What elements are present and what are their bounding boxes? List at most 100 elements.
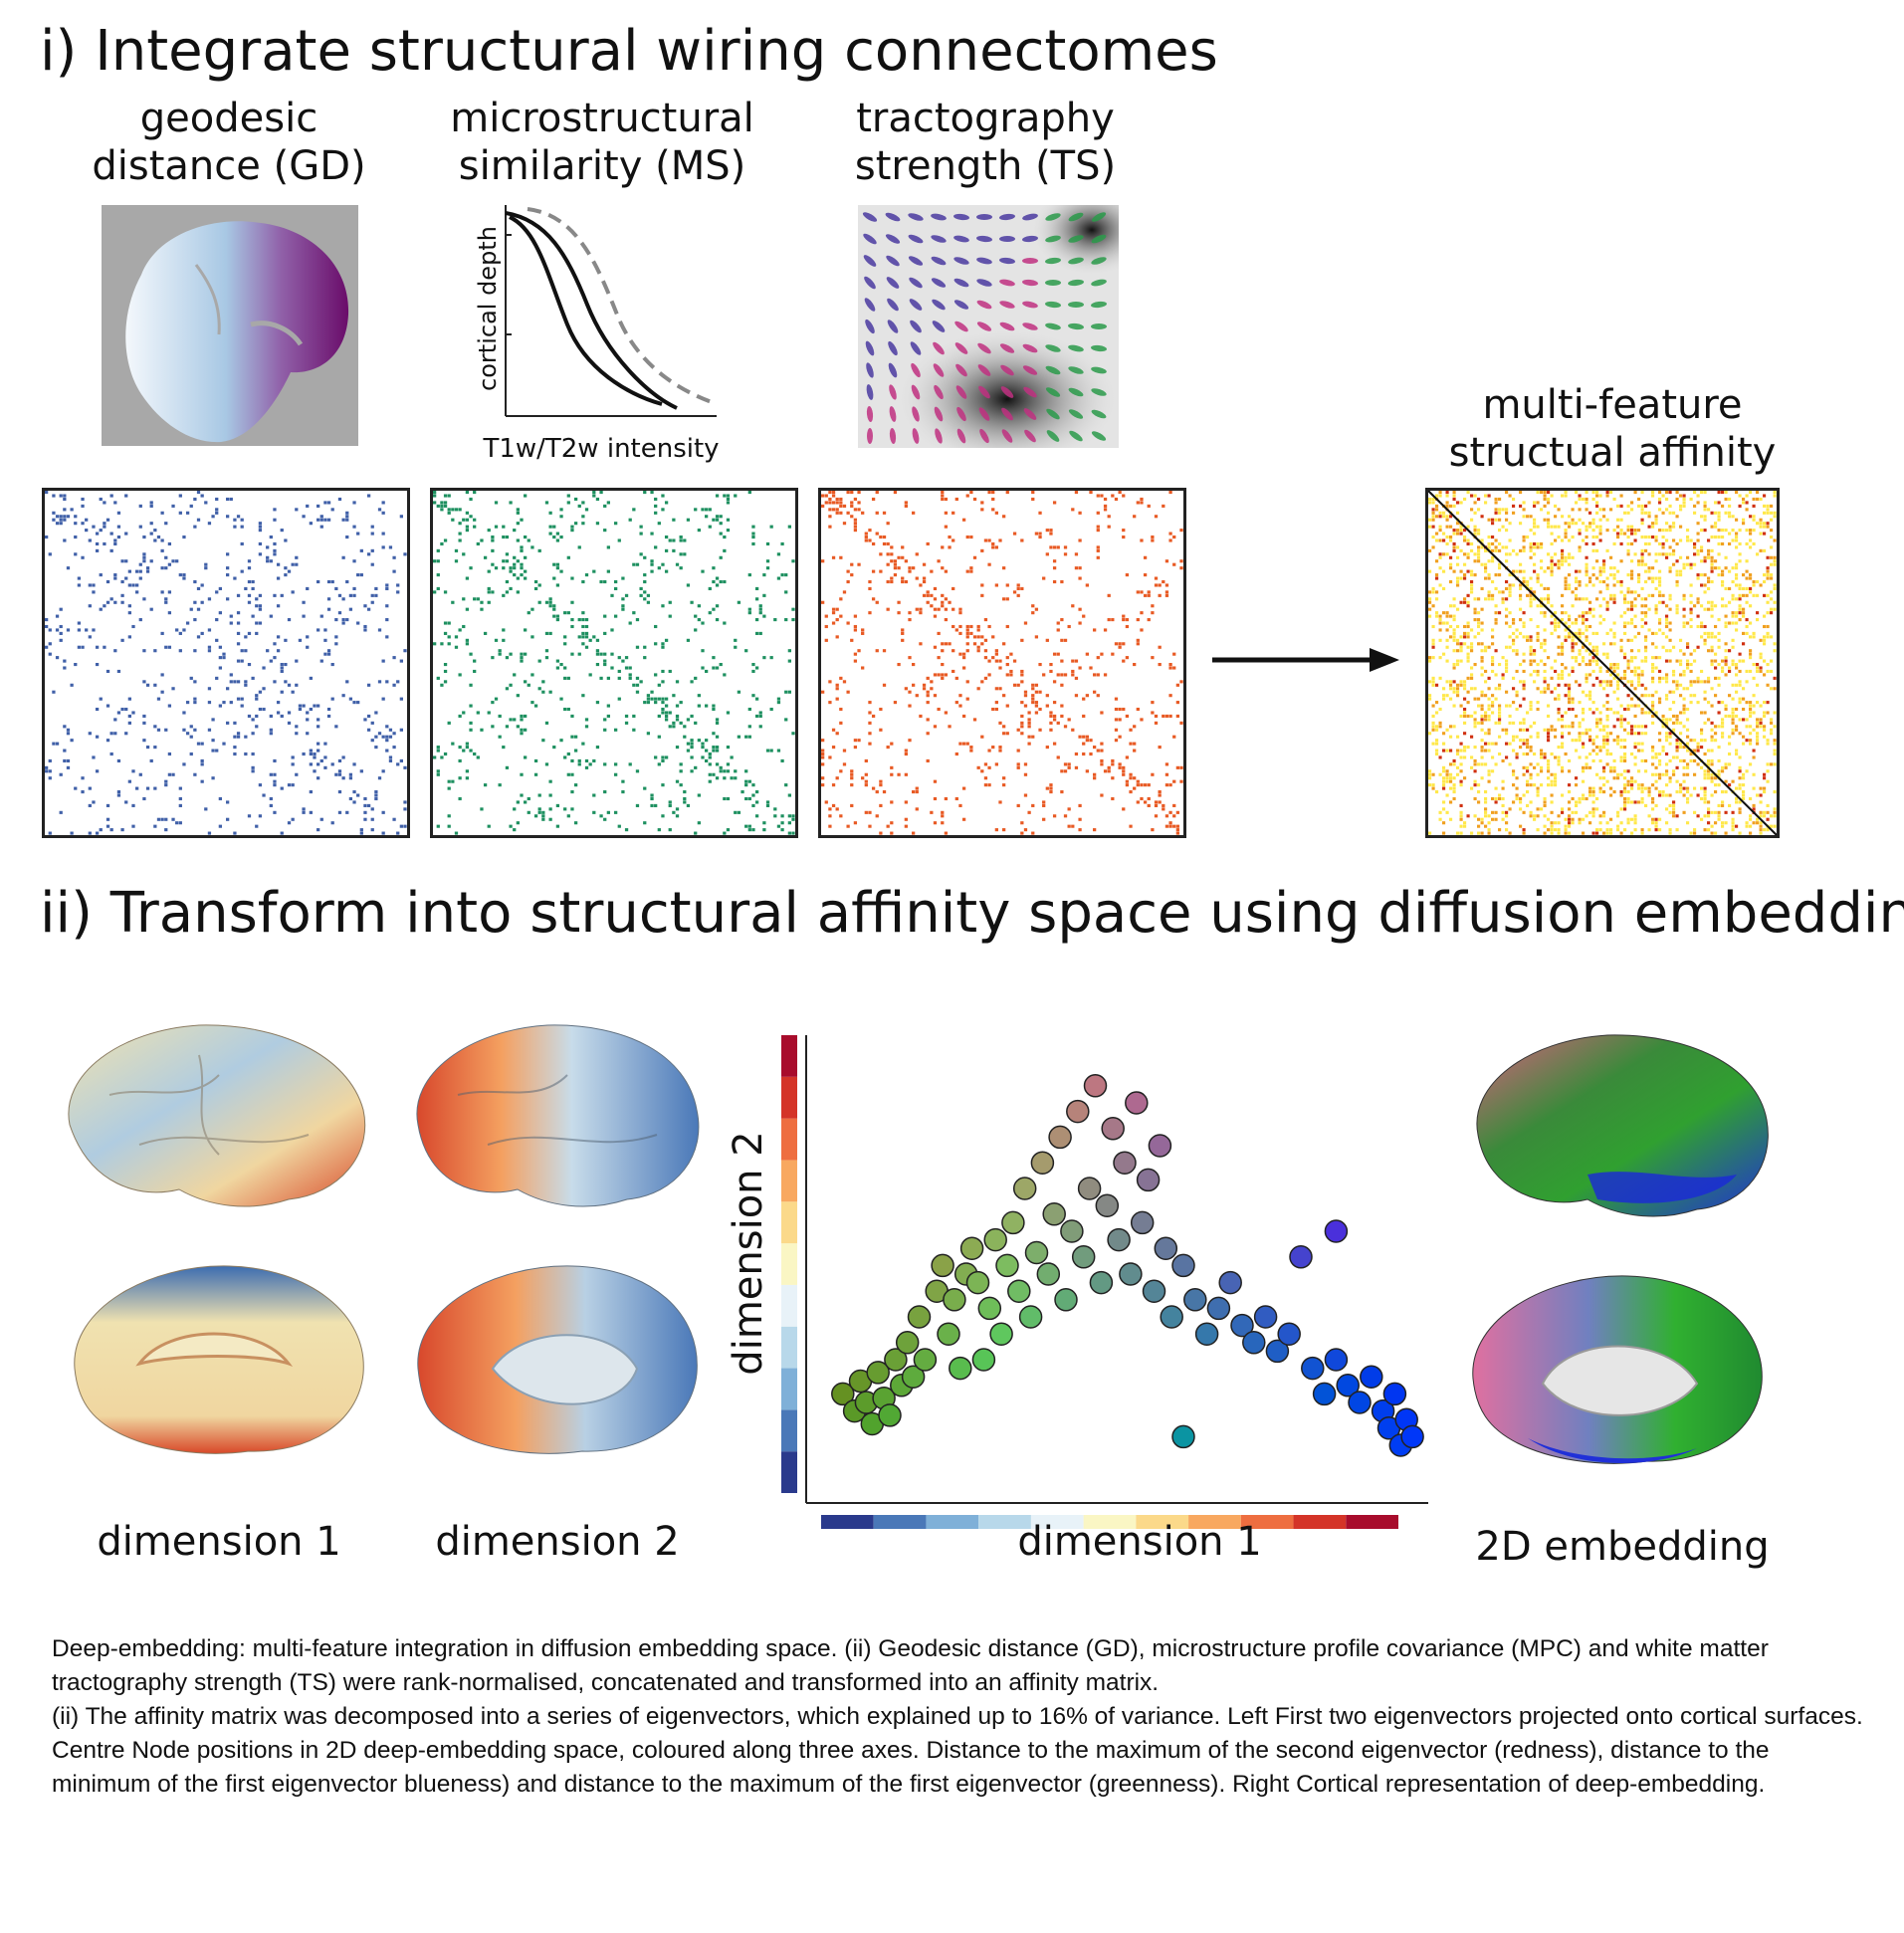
matrix-cell	[765, 800, 770, 804]
matrix-cell	[1550, 562, 1554, 566]
matrix-cell	[1529, 707, 1533, 712]
matrix-cell	[1637, 725, 1641, 729]
matrix-cell	[824, 494, 828, 498]
matrix-cell	[1431, 518, 1435, 522]
matrix-cell	[758, 604, 762, 608]
matrix-cell	[1466, 635, 1470, 639]
matrix-cell	[1561, 604, 1565, 608]
matrix-cell	[1452, 491, 1456, 495]
matrix-cell	[690, 742, 694, 746]
matrix-cell	[1588, 525, 1592, 529]
matrix-cell	[890, 772, 894, 776]
matrix-cell	[1020, 721, 1024, 725]
matrix-cell	[1598, 518, 1602, 522]
matrix-cell	[1735, 673, 1739, 677]
matrix-cell	[930, 593, 934, 597]
matrix-cell	[1547, 522, 1551, 526]
matrix-cell	[317, 776, 320, 780]
matrix-cell	[1431, 683, 1435, 687]
matrix-cell	[690, 769, 694, 773]
matrix-cell	[868, 810, 872, 814]
matrix-cell	[1714, 511, 1718, 515]
matrix-cell	[1710, 600, 1714, 604]
matrix-cell	[291, 762, 295, 766]
matrix-cell	[621, 604, 625, 608]
matrix-cell	[1522, 548, 1526, 552]
matrix-cell	[965, 635, 969, 639]
matrix-cell	[1505, 755, 1509, 759]
matrix-cell	[1452, 649, 1456, 653]
matrix-cell	[1456, 624, 1460, 629]
matrix-cell	[258, 621, 263, 625]
matrix-cell	[1508, 586, 1512, 590]
matrix-cell	[1172, 824, 1176, 828]
matrix-cell	[1096, 525, 1100, 529]
matrix-cell	[1082, 614, 1086, 618]
fiber-glyph	[910, 341, 922, 355]
matrix-cell	[226, 597, 230, 601]
matrix-cell	[178, 796, 182, 801]
matrix-cell	[1442, 697, 1446, 701]
matrix-cell	[1456, 752, 1460, 756]
matrix-cell	[1731, 697, 1735, 701]
matrix-cell	[160, 690, 164, 694]
matrix-cell	[1633, 597, 1637, 601]
fiber-glyph	[908, 213, 924, 221]
matrix-cell	[632, 714, 636, 719]
matrix-cell	[1766, 769, 1770, 773]
matrix-cell	[1773, 642, 1777, 646]
matrix-cell	[1612, 597, 1616, 601]
fiber-glyph	[1045, 235, 1061, 243]
matrix-cell	[1626, 529, 1630, 533]
matrix-cell	[1154, 583, 1159, 587]
matrix-cell	[831, 555, 836, 559]
matrix-cell	[244, 680, 248, 684]
matrix-cell	[502, 566, 506, 570]
matrix-cell	[1522, 687, 1526, 691]
matrix-cell	[1693, 649, 1697, 653]
matrix-cell	[701, 666, 705, 670]
matrix-cell	[337, 758, 342, 762]
matrix-cell	[1505, 607, 1509, 611]
matrix-cell	[1529, 529, 1533, 533]
matrix-cell	[1107, 515, 1111, 519]
matrix-cell	[1651, 522, 1655, 526]
matrix-cell	[1140, 538, 1144, 542]
matrix-cell	[592, 635, 596, 639]
matrix-cell	[348, 796, 353, 801]
matrix-cell	[1679, 746, 1683, 750]
matrix-cell	[1020, 732, 1024, 736]
matrix-cell	[1023, 704, 1028, 708]
matrix-cell	[969, 491, 973, 495]
matrix-cell	[1637, 504, 1641, 508]
matrix-cell	[1456, 607, 1460, 611]
matrix-cell	[1595, 752, 1599, 756]
matrix-cell	[451, 779, 455, 783]
matrix-cell	[1602, 728, 1606, 732]
matrix-cell	[1578, 631, 1582, 635]
matrix-cell	[1151, 535, 1155, 539]
matrix-cell	[1435, 504, 1439, 508]
matrix-cell	[791, 831, 795, 835]
matrix-cell	[1442, 511, 1446, 515]
matrix-cell	[1770, 635, 1774, 639]
matrix-cell	[1452, 618, 1456, 622]
matrix-cell	[135, 590, 139, 594]
matrix-cell	[941, 676, 945, 680]
matrix-cell	[1533, 765, 1537, 769]
matrix-cell	[142, 739, 146, 743]
matrix-cell	[1512, 769, 1516, 773]
matrix-cell	[196, 518, 201, 522]
matrix-cell	[1498, 735, 1502, 739]
matrix-cell	[1703, 776, 1707, 780]
matrix-cell	[719, 579, 723, 584]
matrix-cell	[1480, 649, 1484, 653]
matrix-cell	[1470, 569, 1474, 573]
matrix-cell	[1605, 494, 1609, 498]
matrix-cell	[1543, 663, 1547, 667]
matrix-cell	[1519, 597, 1523, 601]
matrix-cell	[650, 559, 654, 563]
matrix-cell	[871, 597, 876, 601]
matrix-cell	[1609, 491, 1613, 495]
fiber-glyph	[1001, 407, 1013, 421]
